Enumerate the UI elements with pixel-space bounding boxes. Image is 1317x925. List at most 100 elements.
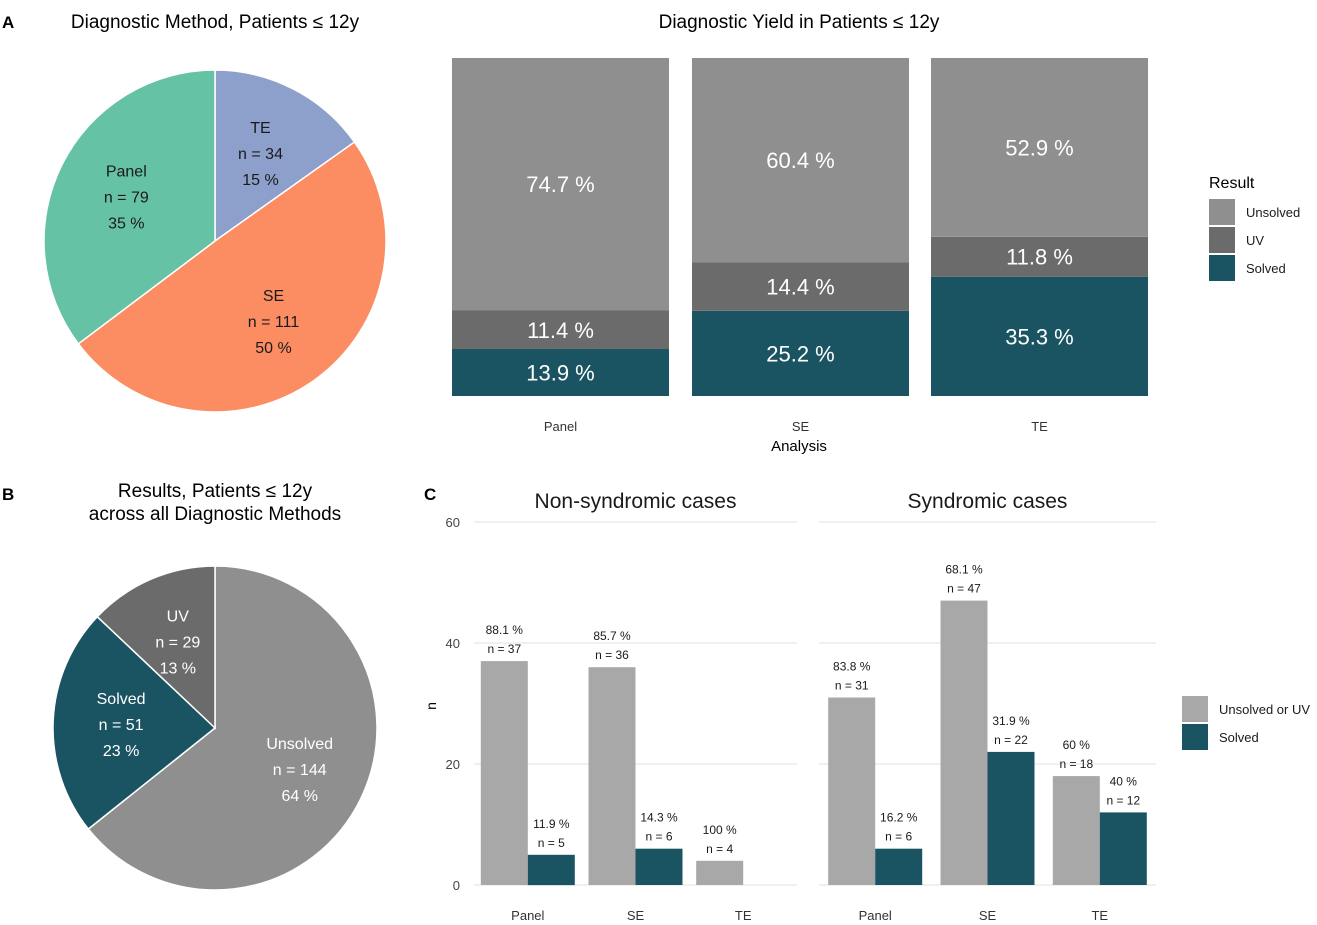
stacked-label-panel-solved: 13.9 % bbox=[526, 361, 595, 386]
stacked-legend-key-unsolved bbox=[1209, 199, 1235, 225]
grouped-legend-key-solved bbox=[1182, 724, 1208, 750]
pie-results: Unsolved n = 144 64 % Solved n = 51 23 % UV n =… bbox=[52, 565, 378, 891]
grouped-pct-label-1-se-solved: 31.9 % bbox=[992, 714, 1030, 728]
grouped-n-label-0-panel-unsolved-or-uv: n = 37 bbox=[487, 642, 521, 656]
pie-method-slice-panel bbox=[43, 69, 216, 345]
grouped-pct-label-0-te-unsolved-or-uv: 100 % bbox=[703, 823, 737, 837]
pie-method-slice-te-n-label: n = 34 bbox=[238, 146, 283, 163]
panel-label-b: B bbox=[2, 485, 14, 504]
grouped-n-label-0-panel-solved: n = 5 bbox=[538, 836, 565, 850]
grouped-pct-label-0-panel-unsolved-or-uv: 88.1 % bbox=[486, 623, 524, 637]
grouped-bar-1-panel-unsolved-or-uv bbox=[828, 697, 876, 885]
pie-method-slice-te-label: TE bbox=[250, 120, 270, 137]
grouped-y-tick-0: 0 bbox=[453, 878, 460, 893]
pie-results-slice-solved-pct-label: 23 % bbox=[103, 743, 139, 760]
grouped-bar-1-panel-solved bbox=[875, 848, 923, 885]
stacked-legend: Result Unsolved UV Solved bbox=[1209, 175, 1300, 281]
grouped-legend-label-solved: Solved bbox=[1219, 730, 1259, 745]
stacked-legend-label-unsolved: Unsolved bbox=[1246, 205, 1300, 220]
pie-method: TE n = 34 15 % SE n = 111 50 % Panel n = 79 35 % bbox=[43, 69, 387, 413]
pie-method-slice-te bbox=[214, 69, 356, 243]
stacked-bar-panel-unsolved bbox=[452, 58, 669, 311]
pie-method-slice-se-pct-label: 50 % bbox=[255, 340, 291, 357]
panel-label-c: C bbox=[424, 485, 436, 504]
grouped-pct-label-1-panel-solved: 16.2 % bbox=[880, 811, 918, 825]
pie-results-slice-unsolved-n-label: n = 144 bbox=[273, 762, 327, 779]
pie-method-slice-panel-n-label: n = 79 bbox=[104, 190, 149, 207]
grouped-bar-0-panel-unsolved-or-uv bbox=[480, 661, 528, 885]
stacked-label-te-solved: 35.3 % bbox=[1005, 324, 1074, 349]
pie-results-slice-uv bbox=[96, 565, 216, 730]
pie-results-slice-solved-n-label: n = 51 bbox=[99, 717, 144, 734]
grouped-bar-1-te-unsolved-or-uv bbox=[1052, 776, 1100, 885]
stacked-bar-panel-solved bbox=[452, 349, 669, 396]
stacked-x-tick-se: SE bbox=[792, 419, 810, 434]
pie-results-slice-uv-label: UV bbox=[167, 609, 190, 626]
stacked-label-panel-uv: 11.4 % bbox=[527, 318, 594, 343]
grouped-n-label-1-panel-unsolved-or-uv: n = 31 bbox=[835, 679, 869, 693]
grouped-x-tick-1-panel: Panel bbox=[859, 908, 892, 923]
grouped-y-tick-40: 40 bbox=[446, 636, 460, 651]
stacked-label-panel-unsolved: 74.7 % bbox=[526, 172, 595, 197]
grouped-y-tick-20: 20 bbox=[446, 757, 460, 772]
pie-results-slice-unsolved bbox=[87, 565, 378, 891]
grouped-n-label-1-te-unsolved-or-uv: n = 18 bbox=[1059, 757, 1093, 771]
grouped-pct-label-0-se-unsolved-or-uv: 85.7 % bbox=[593, 629, 631, 643]
grouped-n-label-1-se-unsolved-or-uv: n = 47 bbox=[947, 582, 981, 596]
grouped-facet-0-title: Non-syndromic cases bbox=[535, 490, 737, 513]
pie-method-title: Diagnostic Method, Patients ≤ 12y bbox=[71, 12, 360, 33]
stacked-x-tick-panel: Panel bbox=[544, 419, 577, 434]
grouped-legend-label-unsolved-or-uv: Unsolved or UV bbox=[1219, 702, 1310, 717]
grouped-pct-label-1-panel-unsolved-or-uv: 83.8 % bbox=[833, 660, 871, 674]
stacked-bar-se-unsolved bbox=[692, 58, 909, 263]
stacked-title: Diagnostic Yield in Patients ≤ 12y bbox=[659, 12, 940, 33]
stacked-legend-title: Result bbox=[1209, 175, 1255, 192]
pie-results-slice-uv-pct-label: 13 % bbox=[160, 661, 196, 678]
pie-results-slice-unsolved-pct-label: 64 % bbox=[281, 788, 317, 805]
pie-results-slice-solved-label: Solved bbox=[97, 691, 146, 708]
pie-method-slice-panel-label: Panel bbox=[106, 164, 147, 181]
stacked-label-se-uv: 14.4 % bbox=[766, 274, 835, 299]
stacked-yield-chart: 13.9 % 11.4 % 74.7 % Panel 25.2 % 14.4 % 60.4 … bbox=[452, 58, 1148, 434]
grouped-x-tick-0-panel: Panel bbox=[511, 908, 544, 923]
stacked-bar-se-uv bbox=[692, 262, 909, 311]
stacked-legend-label-solved: Solved bbox=[1246, 261, 1286, 276]
grouped-y-tick-60: 60 bbox=[446, 515, 460, 530]
grouped-x-tick-1-se: SE bbox=[979, 908, 997, 923]
grouped-n-label-0-se-unsolved-or-uv: n = 36 bbox=[595, 648, 629, 662]
grouped-legend: Unsolved or UV Solved bbox=[1182, 696, 1310, 750]
stacked-x-axis-title: Analysis bbox=[771, 438, 827, 455]
grouped-n-label-0-se-solved: n = 6 bbox=[645, 830, 672, 844]
grouped-pct-label-1-te-solved: 40 % bbox=[1110, 774, 1138, 788]
grouped-bar-1-se-unsolved-or-uv bbox=[940, 600, 988, 885]
stacked-label-te-unsolved: 52.9 % bbox=[1005, 135, 1074, 160]
grouped-x-tick-0-se: SE bbox=[627, 908, 645, 923]
grouped-y-axis-title: n bbox=[423, 702, 439, 710]
stacked-label-se-unsolved: 60.4 % bbox=[766, 148, 835, 173]
pie-method-slice-panel-pct-label: 35 % bbox=[108, 216, 144, 233]
grouped-n-label-0-te-unsolved-or-uv: n = 4 bbox=[706, 842, 733, 856]
grouped-x-tick-0-te: TE bbox=[735, 908, 752, 923]
grouped-pct-label-1-te-unsolved-or-uv: 60 % bbox=[1063, 738, 1091, 752]
grouped-pct-label-0-se-solved: 14.3 % bbox=[640, 811, 678, 825]
grouped-legend-key-unsolved-or-uv bbox=[1182, 696, 1208, 722]
pie-results-slice-unsolved-label: Unsolved bbox=[266, 736, 333, 753]
pie-method-slice-te-pct-label: 15 % bbox=[242, 172, 278, 189]
pie-results-title: Results, Patients ≤ 12y bbox=[118, 481, 313, 502]
pie-method-slice-se bbox=[77, 141, 387, 413]
stacked-bar-panel-uv bbox=[452, 310, 669, 350]
grouped-n-label-1-panel-solved: n = 6 bbox=[885, 830, 912, 844]
grouped-facet-chart: 0 20 40 60 Non-syndromic cases 88.1 % n = 37 11… bbox=[446, 490, 1156, 923]
grouped-bar-0-te-unsolved-or-uv bbox=[696, 860, 744, 885]
pie-results-slice-solved bbox=[52, 615, 217, 831]
grouped-bar-1-se-solved bbox=[987, 751, 1035, 885]
pie-results-subtitle: across all Diagnostic Methods bbox=[89, 504, 341, 525]
stacked-bar-te-solved bbox=[931, 276, 1148, 396]
stacked-bar-se-solved bbox=[692, 310, 909, 396]
stacked-legend-key-solved bbox=[1209, 255, 1235, 281]
grouped-n-label-1-te-solved: n = 12 bbox=[1106, 793, 1140, 807]
pie-results-slice-uv-n-label: n = 29 bbox=[155, 635, 200, 652]
grouped-n-label-1-se-solved: n = 22 bbox=[994, 733, 1028, 747]
stacked-bar-te-uv bbox=[931, 236, 1148, 277]
